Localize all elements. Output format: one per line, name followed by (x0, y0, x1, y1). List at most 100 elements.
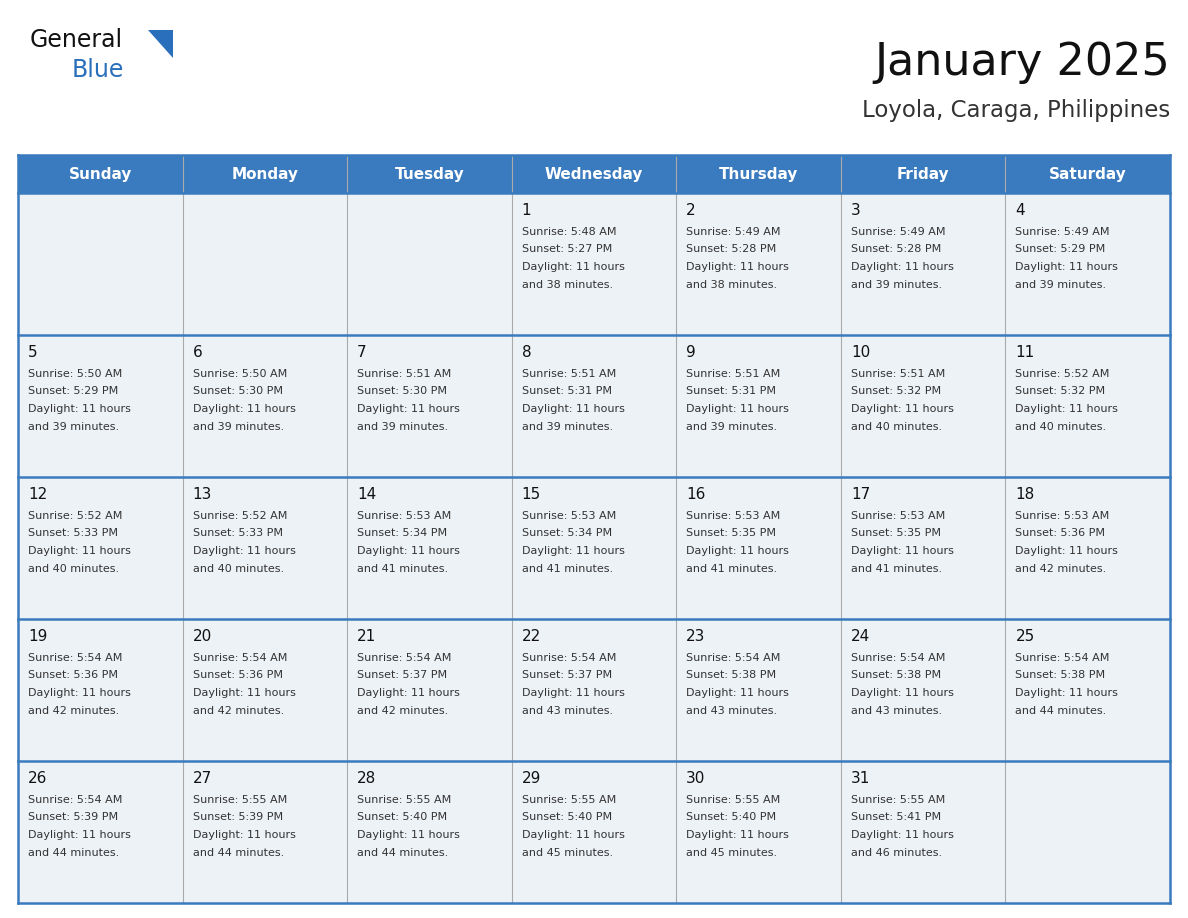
Bar (18, 335, 183, 477)
Text: Sunset: 5:35 PM: Sunset: 5:35 PM (851, 529, 941, 539)
Text: Daylight: 11 hours: Daylight: 11 hours (687, 688, 789, 698)
Text: Sunset: 5:40 PM: Sunset: 5:40 PM (687, 812, 777, 823)
Text: and 44 minutes.: and 44 minutes. (192, 847, 284, 857)
Text: Sunrise: 5:52 AM: Sunrise: 5:52 AM (29, 511, 122, 521)
Bar (676, 335, 841, 477)
Text: 13: 13 (192, 487, 211, 502)
Text: Sunset: 5:39 PM: Sunset: 5:39 PM (192, 812, 283, 823)
Text: 1: 1 (522, 203, 531, 218)
Text: 22: 22 (522, 629, 541, 644)
Text: Sunrise: 5:48 AM: Sunrise: 5:48 AM (522, 227, 617, 237)
Text: Sunset: 5:32 PM: Sunset: 5:32 PM (1016, 386, 1106, 397)
Text: Daylight: 11 hours: Daylight: 11 hours (851, 262, 954, 272)
Text: Sunday: Sunday (69, 166, 132, 182)
Bar (841, 193, 1005, 335)
Text: Daylight: 11 hours: Daylight: 11 hours (1016, 546, 1118, 556)
Text: and 43 minutes.: and 43 minutes. (522, 706, 613, 715)
Bar (1005, 477, 1170, 619)
Text: Sunrise: 5:54 AM: Sunrise: 5:54 AM (522, 653, 617, 663)
Text: Daylight: 11 hours: Daylight: 11 hours (687, 262, 789, 272)
Polygon shape (148, 30, 173, 58)
Text: Wednesday: Wednesday (545, 166, 643, 182)
Text: and 39 minutes.: and 39 minutes. (1016, 279, 1106, 289)
Text: 27: 27 (192, 771, 211, 786)
Text: and 43 minutes.: and 43 minutes. (851, 706, 942, 715)
Text: and 41 minutes.: and 41 minutes. (687, 564, 777, 574)
Text: Daylight: 11 hours: Daylight: 11 hours (687, 546, 789, 556)
Text: Sunset: 5:33 PM: Sunset: 5:33 PM (29, 529, 118, 539)
Text: 29: 29 (522, 771, 541, 786)
Text: and 39 minutes.: and 39 minutes. (29, 421, 119, 431)
Text: and 39 minutes.: and 39 minutes. (358, 421, 448, 431)
Text: Daylight: 11 hours: Daylight: 11 hours (192, 830, 296, 840)
Text: Sunrise: 5:54 AM: Sunrise: 5:54 AM (358, 653, 451, 663)
Text: Sunset: 5:28 PM: Sunset: 5:28 PM (851, 244, 941, 254)
Bar (347, 761, 512, 903)
Text: Sunset: 5:37 PM: Sunset: 5:37 PM (522, 670, 612, 680)
Text: 3: 3 (851, 203, 860, 218)
Text: Sunrise: 5:51 AM: Sunrise: 5:51 AM (851, 369, 946, 379)
Text: 8: 8 (522, 345, 531, 360)
Text: Daylight: 11 hours: Daylight: 11 hours (522, 262, 625, 272)
Bar (347, 193, 512, 335)
Text: Daylight: 11 hours: Daylight: 11 hours (192, 404, 296, 414)
Bar (18, 619, 183, 761)
Text: 24: 24 (851, 629, 870, 644)
Text: Sunrise: 5:49 AM: Sunrise: 5:49 AM (851, 227, 946, 237)
Text: Sunrise: 5:53 AM: Sunrise: 5:53 AM (687, 511, 781, 521)
Text: Sunset: 5:36 PM: Sunset: 5:36 PM (192, 670, 283, 680)
Text: Daylight: 11 hours: Daylight: 11 hours (358, 830, 460, 840)
Bar (347, 477, 512, 619)
Text: and 45 minutes.: and 45 minutes. (522, 847, 613, 857)
Text: 17: 17 (851, 487, 870, 502)
Text: Friday: Friday (897, 166, 949, 182)
Bar (347, 335, 512, 477)
Bar (18, 155, 1170, 193)
Text: 25: 25 (1016, 629, 1035, 644)
Text: Monday: Monday (232, 166, 298, 182)
Text: Sunset: 5:35 PM: Sunset: 5:35 PM (687, 529, 776, 539)
Text: 11: 11 (1016, 345, 1035, 360)
Text: Sunset: 5:34 PM: Sunset: 5:34 PM (522, 529, 612, 539)
Text: Sunrise: 5:55 AM: Sunrise: 5:55 AM (851, 795, 946, 805)
Text: Tuesday: Tuesday (394, 166, 465, 182)
Bar (183, 477, 347, 619)
Text: Sunrise: 5:53 AM: Sunrise: 5:53 AM (358, 511, 451, 521)
Text: Sunrise: 5:52 AM: Sunrise: 5:52 AM (192, 511, 287, 521)
Bar (512, 193, 676, 335)
Text: Sunrise: 5:52 AM: Sunrise: 5:52 AM (1016, 369, 1110, 379)
Text: Sunset: 5:41 PM: Sunset: 5:41 PM (851, 812, 941, 823)
Text: Sunrise: 5:55 AM: Sunrise: 5:55 AM (192, 795, 286, 805)
Text: Daylight: 11 hours: Daylight: 11 hours (851, 830, 954, 840)
Text: Daylight: 11 hours: Daylight: 11 hours (522, 404, 625, 414)
Text: 2: 2 (687, 203, 696, 218)
Text: Sunrise: 5:55 AM: Sunrise: 5:55 AM (358, 795, 451, 805)
Bar (18, 193, 183, 335)
Text: Sunset: 5:30 PM: Sunset: 5:30 PM (358, 386, 447, 397)
Text: 4: 4 (1016, 203, 1025, 218)
Text: 18: 18 (1016, 487, 1035, 502)
Bar (183, 335, 347, 477)
Text: and 42 minutes.: and 42 minutes. (1016, 564, 1107, 574)
Text: 10: 10 (851, 345, 870, 360)
Text: Sunset: 5:37 PM: Sunset: 5:37 PM (358, 670, 447, 680)
Bar (841, 335, 1005, 477)
Text: and 39 minutes.: and 39 minutes. (192, 421, 284, 431)
Text: and 39 minutes.: and 39 minutes. (851, 279, 942, 289)
Text: Sunset: 5:38 PM: Sunset: 5:38 PM (1016, 670, 1106, 680)
Bar (1005, 335, 1170, 477)
Text: Daylight: 11 hours: Daylight: 11 hours (522, 688, 625, 698)
Text: Sunrise: 5:54 AM: Sunrise: 5:54 AM (29, 795, 122, 805)
Bar (841, 761, 1005, 903)
Text: Sunrise: 5:55 AM: Sunrise: 5:55 AM (687, 795, 781, 805)
Text: and 44 minutes.: and 44 minutes. (358, 847, 448, 857)
Text: Sunset: 5:40 PM: Sunset: 5:40 PM (358, 812, 447, 823)
Text: 19: 19 (29, 629, 48, 644)
Bar (183, 193, 347, 335)
Text: Daylight: 11 hours: Daylight: 11 hours (29, 830, 131, 840)
Text: and 42 minutes.: and 42 minutes. (29, 706, 119, 715)
Text: Sunset: 5:40 PM: Sunset: 5:40 PM (522, 812, 612, 823)
Text: Thursday: Thursday (719, 166, 798, 182)
Text: 15: 15 (522, 487, 541, 502)
Text: Daylight: 11 hours: Daylight: 11 hours (687, 830, 789, 840)
